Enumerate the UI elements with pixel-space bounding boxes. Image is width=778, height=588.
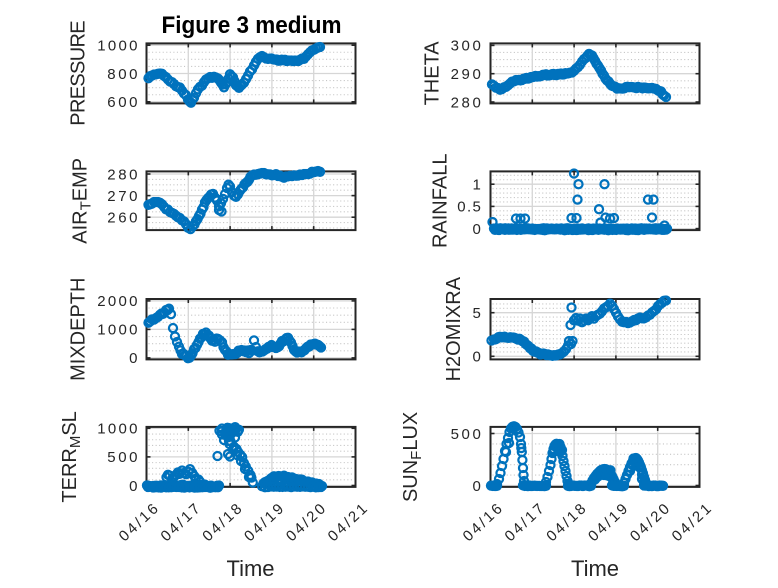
svg-text:0: 0 (472, 349, 480, 366)
svg-text:280: 280 (451, 94, 481, 111)
svg-text:0: 0 (472, 221, 480, 238)
svg-text:5: 5 (472, 305, 480, 322)
svg-text:0: 0 (129, 350, 137, 367)
svg-text:300: 300 (451, 38, 481, 55)
svg-text:290: 290 (451, 66, 481, 83)
svg-text:Time: Time (571, 556, 619, 581)
svg-text:600: 600 (107, 94, 137, 111)
svg-text:RAINFALL: RAINFALL (430, 154, 452, 248)
svg-text:THETA: THETA (421, 41, 443, 106)
svg-text:0.5: 0.5 (457, 199, 481, 216)
svg-text:500: 500 (107, 449, 137, 466)
svg-text:TERRMSL: TERRMSL (59, 411, 84, 502)
svg-text:500: 500 (451, 426, 481, 443)
svg-text:280: 280 (107, 166, 137, 183)
svg-text:SUNFLUX: SUNFLUX (400, 412, 425, 502)
svg-text:H2OMIXRA: H2OMIXRA (443, 276, 465, 381)
svg-text:MIXDEPTH: MIXDEPTH (68, 278, 90, 381)
svg-text:PRESSURE: PRESSURE (68, 21, 90, 126)
svg-text:270: 270 (107, 188, 137, 205)
svg-text:260: 260 (107, 210, 137, 227)
svg-text:1: 1 (472, 177, 480, 194)
svg-text:Time: Time (226, 556, 274, 581)
svg-text:Figure 3 medium: Figure 3 medium (162, 12, 342, 39)
svg-text:0: 0 (129, 478, 137, 495)
svg-text:0: 0 (472, 478, 480, 495)
svg-text:800: 800 (107, 66, 137, 83)
svg-text:AIRTEMP: AIRTEMP (70, 158, 95, 244)
